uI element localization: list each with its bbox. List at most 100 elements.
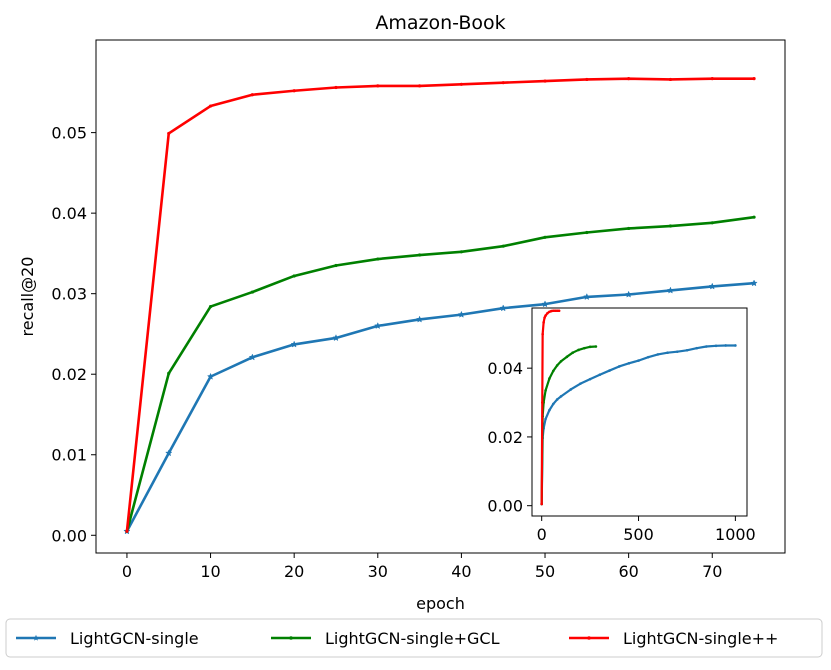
main-point-1-5 (334, 263, 338, 268)
legend-label-0: LightGCN-single (70, 629, 199, 648)
main-y-tick-label-2: 0.02 (51, 365, 87, 384)
inset-point-0-20 (685, 348, 689, 352)
main-x-tick-label-6: 60 (618, 562, 638, 581)
main-point-1-9 (501, 244, 505, 248)
main-x-tick-label-1: 10 (200, 562, 220, 581)
inset-point-0-4 (548, 408, 551, 412)
main-point-2-6 (376, 84, 380, 88)
main-point-1-11 (585, 230, 589, 235)
inset-point-0-21 (695, 346, 698, 350)
inset-point-1-11 (582, 346, 586, 350)
main-point-1-15 (752, 215, 756, 219)
inset-point-0-13 (617, 365, 621, 368)
main-point-2-12 (627, 77, 631, 81)
inset-point-0-17 (656, 353, 660, 356)
main-y-tick-label-0: 0.00 (51, 526, 87, 545)
main-y-tick-label-3: 0.03 (51, 285, 87, 304)
legend-label-1: LightGCN-single+GCL (325, 629, 500, 648)
inset-point-2-5 (544, 314, 547, 317)
inset-point-1-8 (565, 355, 569, 359)
main-y-tick-label-4: 0.04 (51, 204, 87, 223)
main-point-0-1 (165, 449, 173, 457)
main-point-0-2 (206, 372, 215, 380)
inset-point-0-19 (675, 350, 679, 353)
inset-plot-area (532, 308, 747, 516)
main-point-0-12 (624, 290, 633, 298)
main-point-1-14 (710, 221, 714, 225)
main-point-1-1 (167, 371, 171, 376)
inset-point-0-10 (588, 377, 592, 381)
inset-point-0-9 (579, 382, 582, 385)
main-point-0-7 (415, 315, 424, 323)
main-point-2-5 (334, 85, 338, 90)
inset-point-0-11 (598, 373, 602, 376)
main-point-1-6 (376, 257, 380, 261)
main-point-0-5 (332, 334, 340, 342)
main-point-0-8 (457, 310, 466, 318)
inset-point-1-3 (544, 389, 547, 392)
main-point-0-14 (708, 282, 716, 290)
inset-point-0-6 (555, 398, 559, 401)
main-point-0-4 (290, 340, 298, 348)
main-point-0-13 (666, 286, 675, 294)
inset-point-2-12 (557, 309, 561, 313)
inset-point-2-10 (553, 309, 557, 313)
inset-point-1-6 (555, 364, 559, 367)
inset-x-tick-label-1: 500 (623, 525, 654, 544)
main-y-tick-label-1: 0.01 (51, 446, 87, 465)
inset-point-0-15 (637, 359, 640, 362)
main-point-2-10 (543, 79, 547, 83)
main-point-2-8 (459, 82, 464, 86)
inset-y-tick-label-1: 0.02 (487, 428, 523, 447)
inset-point-2-9 (552, 309, 555, 313)
main-x-tick-label-0: 0 (122, 562, 132, 581)
main-point-2-1 (167, 131, 171, 136)
main-x-tick-label-3: 30 (368, 562, 388, 581)
chart-title: Amazon-Book (375, 12, 505, 34)
inset-point-1-5 (552, 369, 555, 373)
inset-point-0-12 (608, 369, 611, 372)
main-plot-frame (95, 39, 786, 554)
main-point-0-11 (583, 293, 591, 301)
main-point-2-14 (710, 77, 714, 81)
main-point-2-4 (292, 89, 296, 93)
inset-point-0-14 (627, 362, 631, 365)
inset-plot: 0 500 1000 0.00 0.02 0.04 (487, 307, 756, 544)
inset-point-0-24 (724, 344, 727, 347)
inset-point-0-3 (544, 417, 547, 421)
main-point-0-15 (750, 279, 758, 287)
legend-label-2: LightGCN-single++ (623, 629, 778, 648)
inset-point-2-6 (546, 311, 549, 315)
inset-point-1-12 (588, 345, 592, 349)
legend: LightGCN-single LightGCN-single+GCL LightG… (5, 618, 823, 658)
x-axis-label: epoch (416, 594, 465, 613)
y-axis-label: recall@20 (18, 257, 37, 337)
main-point-2-7 (417, 84, 422, 88)
main-point-1-13 (668, 224, 673, 228)
main-point-2-13 (668, 77, 673, 82)
inset-point-1-13 (594, 345, 598, 348)
main-point-0-9 (499, 304, 507, 312)
inset-point-2-8 (550, 309, 553, 313)
inset-x-tick-label-2: 1000 (715, 525, 756, 544)
inset-point-1-10 (577, 348, 580, 352)
inset-point-2-1 (540, 401, 544, 404)
main-point-1-2 (208, 304, 213, 309)
main-point-1-8 (459, 250, 464, 254)
inset-point-0-25 (734, 344, 737, 347)
inset-y-tick-label-2: 0.04 (487, 359, 523, 378)
inset-point-2-3 (542, 321, 545, 324)
main-point-0-10 (541, 300, 549, 308)
inset-point-2-4 (543, 316, 546, 319)
inset-point-0-23 (714, 344, 718, 348)
legend-box (5, 618, 823, 658)
inset-point-0-5 (552, 402, 555, 406)
main-x-tick-label-7: 70 (702, 562, 722, 581)
inset-point-0-22 (705, 345, 708, 348)
main-series-line-1 (125, 215, 756, 533)
main-point-2-0 (125, 529, 129, 533)
main-point-2-3 (250, 93, 254, 97)
main-point-2-9 (501, 81, 505, 85)
main-x-tick-label-5: 50 (535, 562, 555, 581)
main-point-1-4 (292, 274, 296, 278)
